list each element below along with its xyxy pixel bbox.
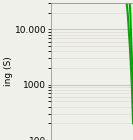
Y-axis label: ing (S): ing (S)	[4, 57, 13, 86]
